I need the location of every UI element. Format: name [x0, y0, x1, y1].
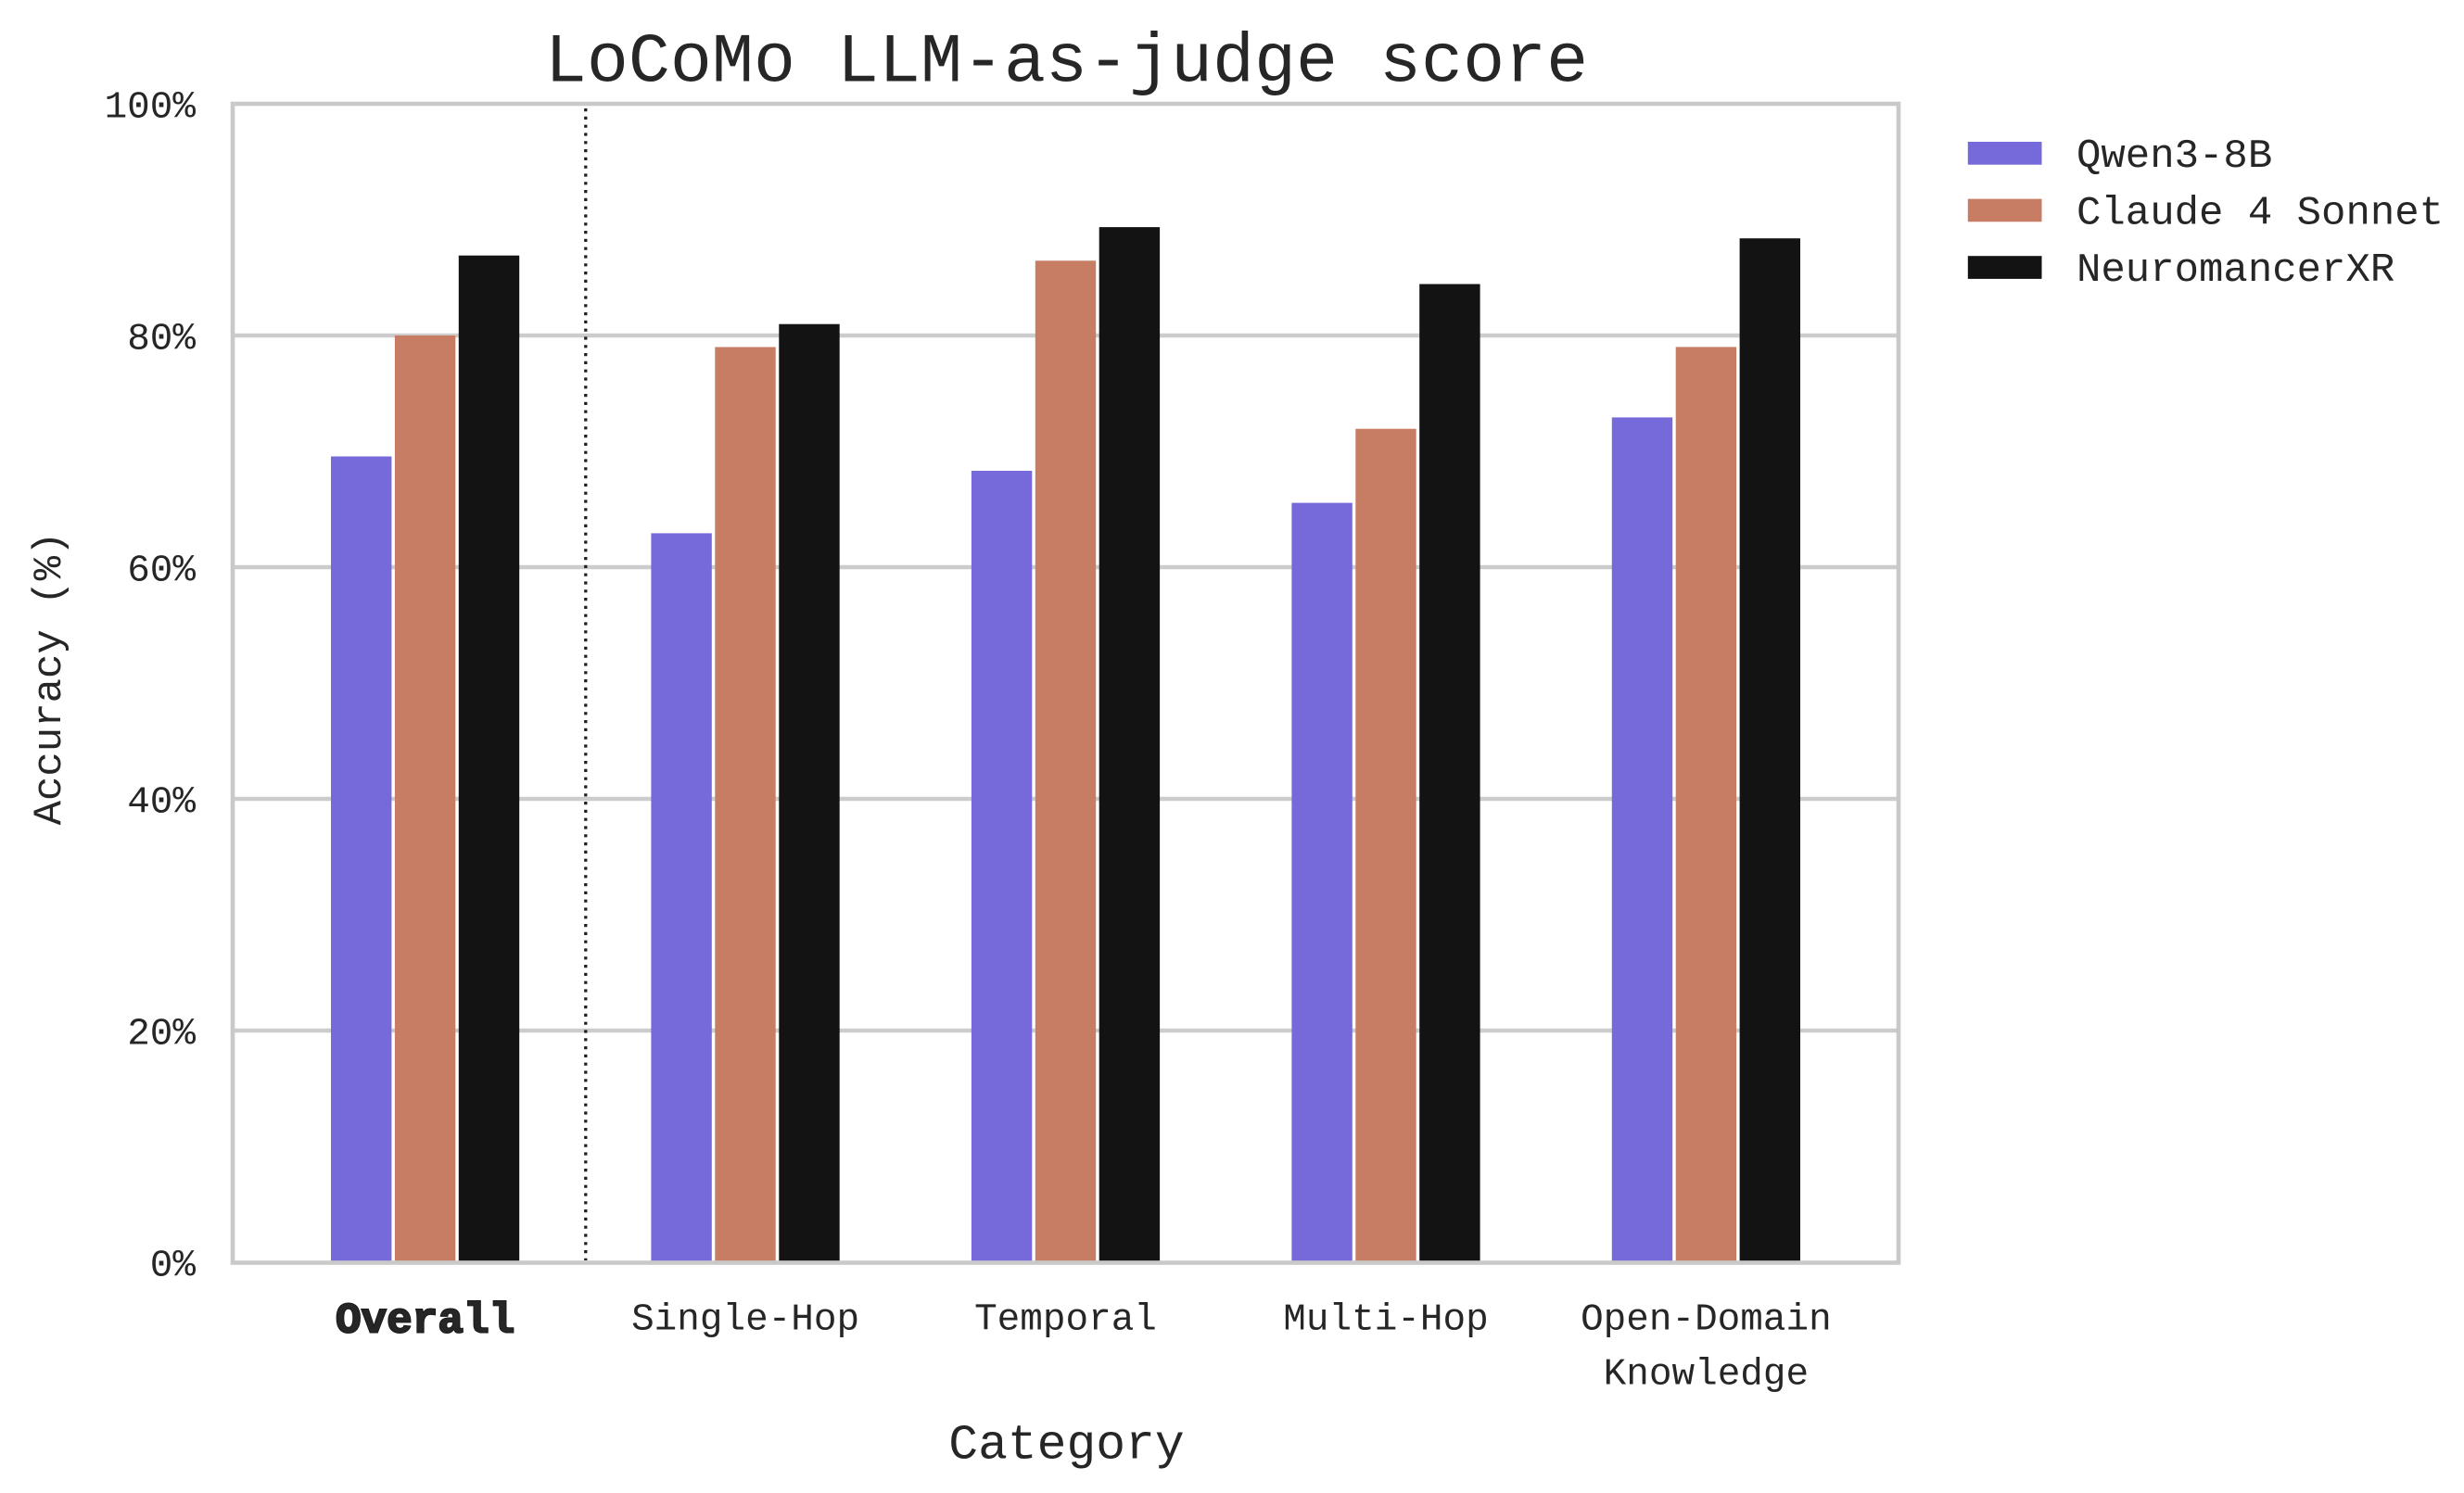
svg-text:Accuracy (%): Accuracy (%): [27, 532, 73, 826]
svg-text:40%: 40%: [127, 782, 196, 825]
svg-text:0%: 0%: [150, 1246, 197, 1288]
svg-text:20%: 20%: [127, 1014, 196, 1056]
svg-text:100%: 100%: [105, 87, 197, 130]
svg-text:Temporal: Temporal: [974, 1299, 1157, 1342]
svg-text:80%: 80%: [127, 319, 196, 361]
svg-text:Single-Hop: Single-Hop: [631, 1299, 859, 1342]
svg-text:Claude 4 Sonnet: Claude 4 Sonnet: [2077, 191, 2444, 237]
svg-text:Overall: Overall: [336, 1297, 514, 1346]
svg-text:60%: 60%: [127, 550, 196, 593]
svg-text:NeuromancerXR: NeuromancerXR: [2077, 247, 2394, 294]
svg-text:Category: Category: [948, 1418, 1184, 1474]
svg-text:Knowledge: Knowledge: [1604, 1354, 1809, 1397]
svg-text:Qwen3-8B: Qwen3-8B: [2077, 133, 2272, 180]
svg-text:LoCoMo LLM-as-judge score: LoCoMo LLM-as-judge score: [545, 24, 1588, 103]
svg-text:Open-Domain: Open-Domain: [1581, 1299, 1832, 1342]
svg-text:Multi-Hop: Multi-Hop: [1283, 1299, 1488, 1342]
